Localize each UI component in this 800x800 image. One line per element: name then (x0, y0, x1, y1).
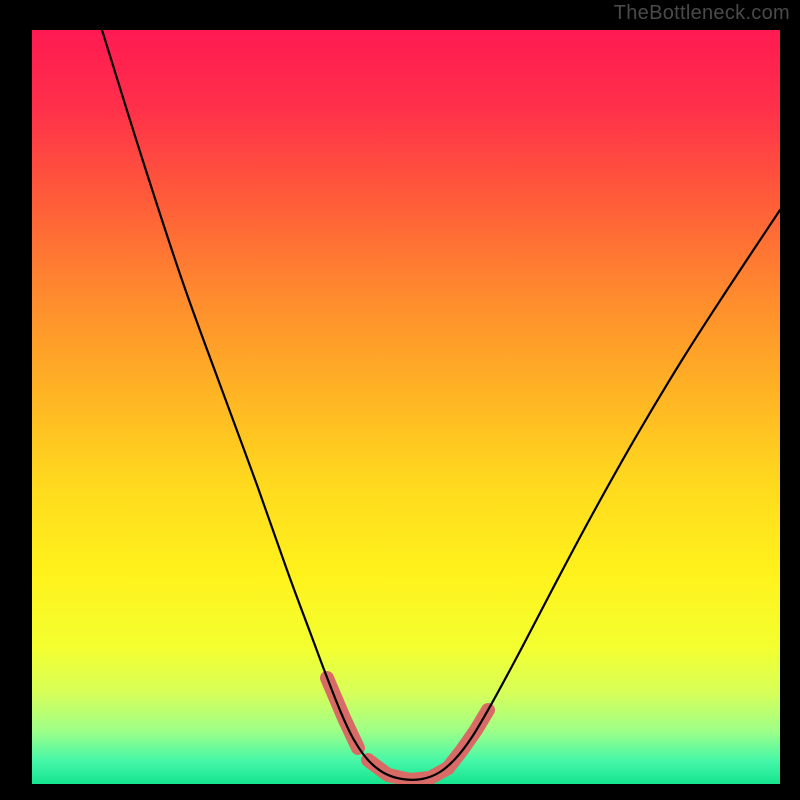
bottleneck-curve (102, 30, 780, 780)
chart-frame: TheBottleneck.com (0, 0, 800, 800)
watermark-text: TheBottleneck.com (614, 2, 790, 25)
curve-layer (32, 30, 780, 784)
plot-area (32, 30, 780, 784)
